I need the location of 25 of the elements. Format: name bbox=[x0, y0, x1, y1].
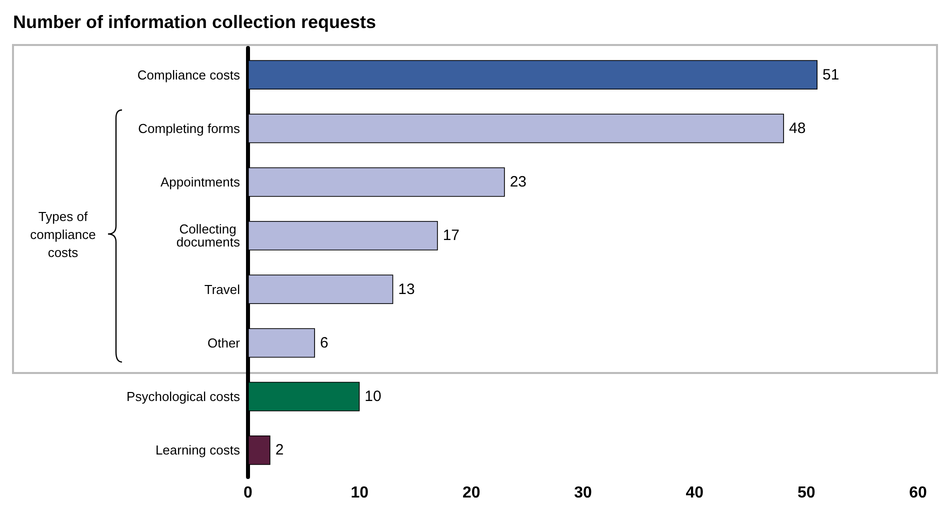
y-tick-label: Completing forms bbox=[138, 120, 240, 136]
x-tick-label: 10 bbox=[350, 484, 369, 502]
y-tick-label: Other bbox=[207, 335, 241, 350]
y-tick-label: Psychological costs bbox=[126, 389, 240, 404]
y-tick-label: Learning costs bbox=[155, 442, 240, 458]
data-label: 10 bbox=[364, 388, 382, 406]
data-label: 51 bbox=[822, 66, 840, 84]
x-tick-label: 30 bbox=[574, 484, 592, 502]
data-label: 48 bbox=[789, 120, 806, 137]
x-tick-label: 60 bbox=[909, 484, 927, 502]
y-tick-label: Compliance costs bbox=[137, 67, 240, 82]
x-tick-label: 0 bbox=[244, 484, 253, 502]
y-tick-label: Collecting documents bbox=[176, 222, 240, 250]
data-label: 6 bbox=[320, 334, 328, 352]
x-tick-label: 40 bbox=[686, 484, 704, 502]
data-label: 17 bbox=[442, 227, 460, 244]
x-tick-label: 20 bbox=[462, 484, 480, 502]
y-tick-label: Appointments bbox=[160, 174, 240, 190]
x-tick-label: 50 bbox=[797, 484, 816, 502]
chart-title: Number of information collection requests bbox=[13, 12, 376, 32]
text: Types of compliance costs bbox=[29, 208, 97, 262]
data-label: 13 bbox=[398, 280, 415, 298]
y-tick-label: Travel bbox=[204, 282, 240, 297]
data-label: 2 bbox=[275, 442, 284, 459]
data-label: 23 bbox=[510, 174, 527, 191]
